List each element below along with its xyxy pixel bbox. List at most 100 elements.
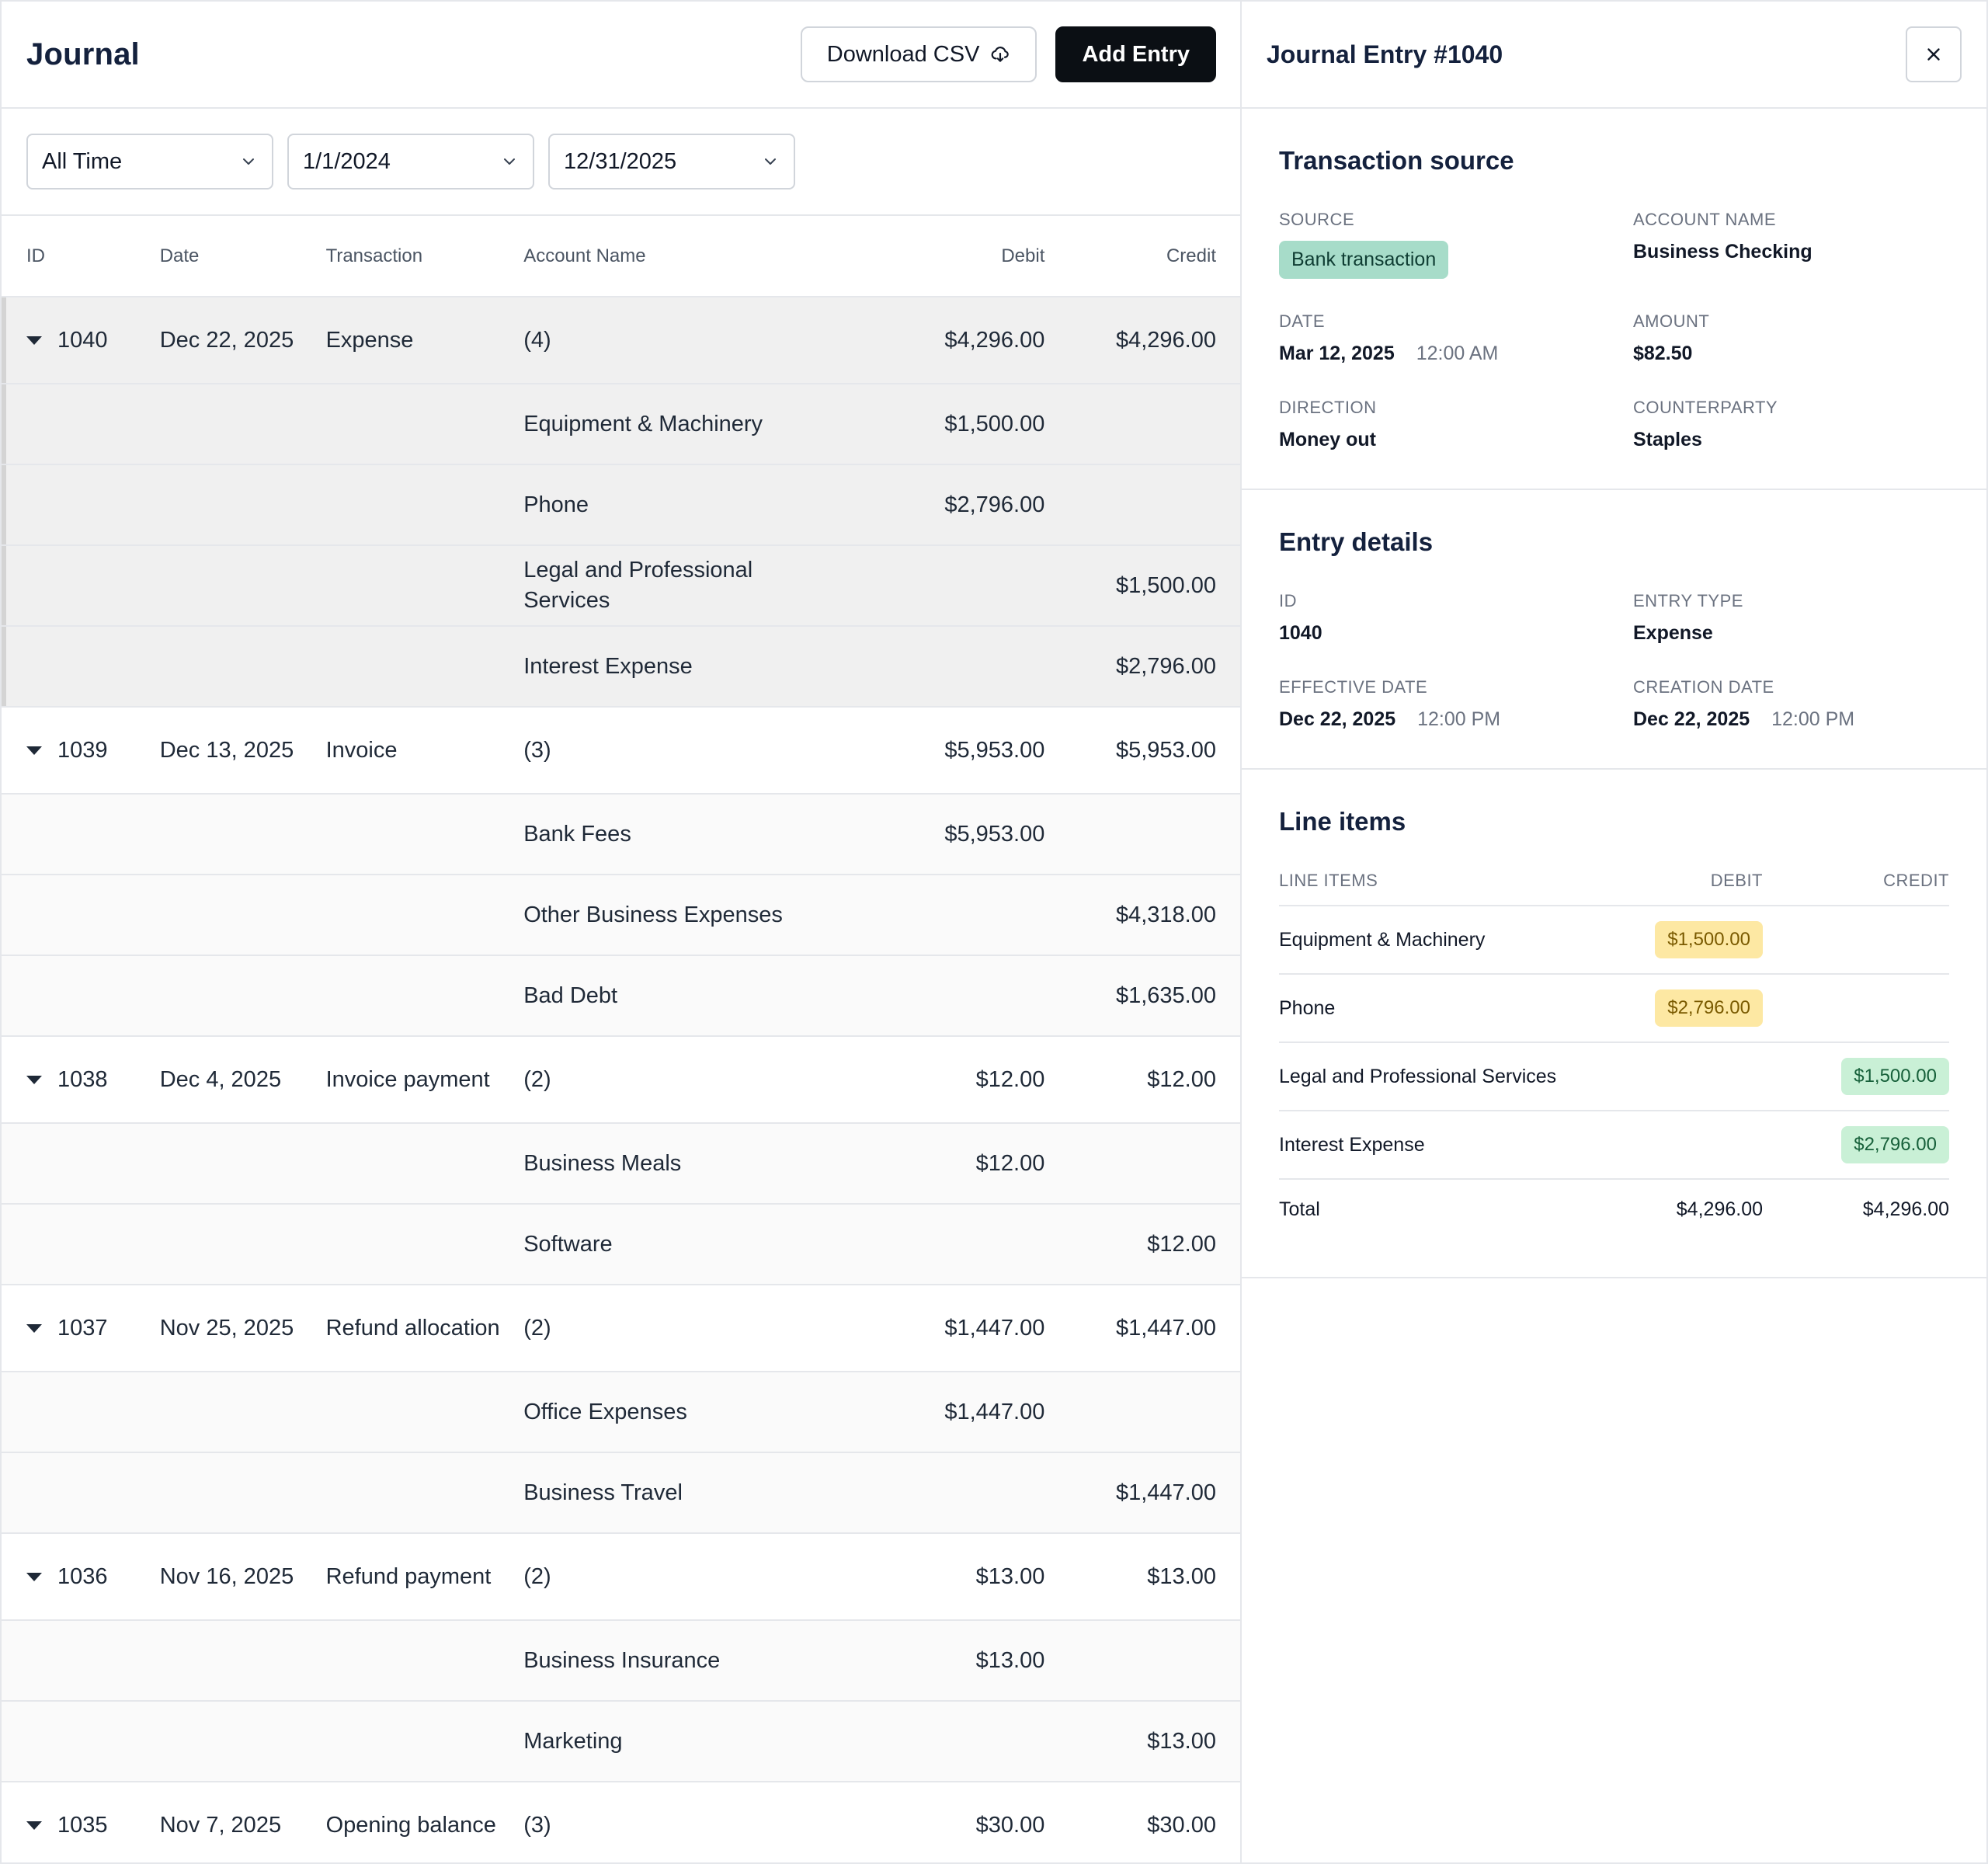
journal-entry-row[interactable]: 1035 Nov 7, 2025 Opening balance (3) $30.00 $…	[2, 1782, 1241, 1862]
entry-account: Other Business Expenses	[523, 875, 825, 956]
journal-line-row[interactable]: Software $12.00	[2, 1204, 1241, 1285]
expand-caret-icon[interactable]	[26, 1075, 42, 1084]
column-header-credit[interactable]: Credit	[1044, 216, 1241, 297]
entry-debit: $12.00	[824, 1036, 1045, 1124]
entry-debit: $30.00	[824, 1782, 1045, 1862]
entry-debit	[824, 1452, 1045, 1534]
entry-id-wrap: 1038	[26, 1065, 160, 1095]
entry-transaction: Invoice payment	[325, 1036, 524, 1124]
column-header-account[interactable]: Account Name	[523, 216, 825, 297]
amount-field: AMOUNT $82.50	[1633, 311, 1949, 365]
start-date-value: 1/1/2024	[303, 148, 391, 174]
entry-debit	[824, 875, 1045, 956]
source-badge[interactable]: Bank transaction	[1279, 241, 1449, 279]
line-item-credit-cell	[1763, 906, 1949, 975]
line-items-col-item: LINE ITEMS	[1279, 871, 1561, 906]
journal-line-row[interactable]: Business Insurance $13.00	[2, 1620, 1241, 1702]
entry-credit: $4,296.00	[1044, 297, 1241, 384]
time-value: 12:00 PM	[1771, 708, 1855, 730]
entry-credit: $1,447.00	[1044, 1285, 1241, 1372]
column-header-transaction[interactable]: Transaction	[325, 216, 524, 297]
field-label: AMOUNT	[1633, 311, 1710, 331]
page-title: Journal	[26, 37, 140, 71]
date-value: Mar 12, 2025	[1279, 343, 1395, 364]
entry-credit	[1044, 384, 1241, 465]
range-select-value: All Time	[42, 148, 123, 174]
column-header-debit[interactable]: Debit	[824, 216, 1045, 297]
table-body: 1040 Dec 22, 2025 Expense (4) $4,296.00 $4,29…	[2, 297, 1241, 1862]
filter-bar: All Time 1/1/2024 12/31/2025	[2, 109, 1241, 216]
entry-credit: $5,953.00	[1044, 707, 1241, 795]
journal-header: Journal Download CSV Add Entry	[2, 2, 1241, 109]
journal-entry-row[interactable]: 1038 Dec 4, 2025 Invoice payment (2) $12.00 $…	[2, 1036, 1241, 1124]
journal-line-row[interactable]: Interest Expense $2,796.00	[2, 626, 1241, 708]
journal-line-row[interactable]: Business Meals $12.00	[2, 1123, 1241, 1205]
entry-id: 1039	[57, 737, 108, 763]
close-panel-button[interactable]	[1906, 26, 1962, 82]
expand-caret-icon[interactable]	[26, 336, 42, 345]
entry-account: (2)	[523, 1533, 825, 1621]
entry-account: Interest Expense	[523, 626, 825, 708]
field-value: Mar 12, 2025 12:00 AM	[1279, 343, 1633, 365]
journal-entry-row[interactable]: 1040 Dec 22, 2025 Expense (4) $4,296.00 $4,29…	[2, 297, 1241, 384]
entry-account: Business Insurance	[523, 1620, 825, 1702]
line-item-debit-cell	[1561, 1111, 1763, 1180]
entry-date: Dec 22, 2025	[159, 297, 326, 384]
empty-cell	[2, 384, 160, 465]
expand-caret-icon[interactable]	[26, 1323, 42, 1333]
expand-caret-icon[interactable]	[26, 1572, 42, 1581]
journal-line-row[interactable]: Other Business Expenses $4,318.00	[2, 875, 1241, 956]
section-heading: Transaction source	[1279, 146, 1514, 175]
line-item-row: Phone $2,796.00	[1279, 974, 1949, 1043]
journal-line-row[interactable]: Business Travel $1,447.00	[2, 1452, 1241, 1534]
journal-entry-row[interactable]: 1037 Nov 25, 2025 Refund allocation (2) $1,4…	[2, 1285, 1241, 1372]
journal-line-row[interactable]: Equipment & Machinery $1,500.00	[2, 384, 1241, 465]
expand-caret-icon[interactable]	[26, 746, 42, 755]
field-label: CREATION DATE	[1633, 677, 1774, 697]
journal-line-row[interactable]: Marketing $13.00	[2, 1701, 1241, 1782]
entry-transaction: Refund payment	[325, 1533, 524, 1621]
journal-line-row[interactable]: Bad Debt $1,635.00	[2, 955, 1241, 1037]
entry-credit	[1044, 464, 1241, 546]
entry-account: (2)	[523, 1036, 825, 1124]
start-date-select[interactable]: 1/1/2024	[287, 134, 534, 190]
journal-entry-row[interactable]: 1039 Dec 13, 2025 Invoice (3) $5,953.00 $5,95…	[2, 707, 1241, 795]
panel-title: Journal Entry #1040	[1267, 40, 1503, 68]
entry-id: 1037	[57, 1315, 108, 1341]
empty-cell	[2, 955, 160, 1037]
empty-cell	[2, 464, 160, 546]
column-header-date[interactable]: Date	[159, 216, 326, 297]
expand-caret-icon[interactable]	[26, 1821, 42, 1830]
range-select[interactable]: All Time	[26, 134, 273, 190]
download-csv-button[interactable]: Download CSV	[800, 26, 1037, 82]
line-item-name: Equipment & Machinery	[1279, 906, 1561, 975]
entry-type-field: ENTRY TYPE Expense	[1633, 591, 1949, 645]
empty-cell	[2, 1204, 160, 1285]
chevron-down-icon	[504, 158, 515, 165]
journal-line-row[interactable]: Bank Fees $5,953.00	[2, 794, 1241, 875]
end-date-select[interactable]: 12/31/2025	[548, 134, 795, 190]
field-value: Staples	[1633, 429, 1702, 450]
journal-line-row[interactable]: Office Expenses $1,447.00	[2, 1372, 1241, 1453]
empty-cell	[2, 1372, 160, 1453]
line-items-body: Equipment & Machinery $1,500.00 Phone $2,79…	[1279, 906, 1949, 1180]
entry-credit	[1044, 794, 1241, 875]
empty-cell	[2, 1620, 160, 1702]
empty-cell	[325, 1123, 524, 1205]
journal-line-row[interactable]: Legal and Professional Services $1,500.00	[2, 545, 1241, 627]
empty-cell	[2, 626, 160, 708]
entry-credit: $12.00	[1044, 1204, 1241, 1285]
column-header-id[interactable]: ID	[2, 216, 160, 297]
journal-table: ID Date Transaction Account Name Debit C…	[2, 216, 1241, 1862]
empty-cell	[159, 1452, 326, 1534]
entry-account: Business Travel	[523, 1452, 825, 1534]
panel-header: Journal Entry #1040	[1242, 2, 1986, 109]
entry-debit	[824, 1204, 1045, 1285]
entry-debit	[824, 955, 1045, 1037]
journal-entry-row[interactable]: 1036 Nov 16, 2025 Refund payment (2) $13.00 $…	[2, 1533, 1241, 1621]
journal-line-row[interactable]: Phone $2,796.00	[2, 464, 1241, 546]
entry-account: Business Meals	[523, 1123, 825, 1205]
field-label: EFFECTIVE DATE	[1279, 677, 1428, 697]
line-item-name: Legal and Professional Services	[1279, 1042, 1561, 1111]
add-entry-button[interactable]: Add Entry	[1055, 26, 1216, 82]
